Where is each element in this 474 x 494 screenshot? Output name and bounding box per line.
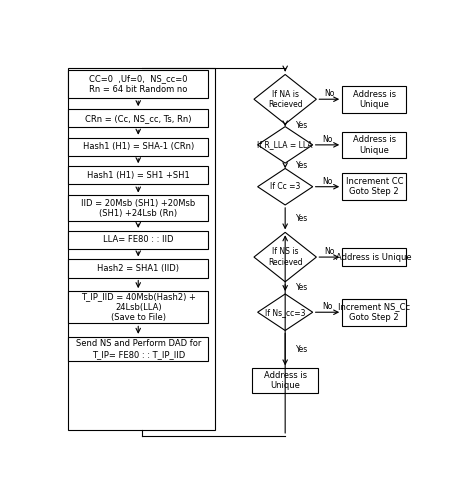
Polygon shape [258,168,313,205]
Text: Send NS and Perform DAD for
T_IP= FE80 : : T_IP_IID: Send NS and Perform DAD for T_IP= FE80 :… [75,339,201,359]
Text: CRn = (Cc, NS_cc, Ts, Rn): CRn = (Cc, NS_cc, Ts, Rn) [85,114,191,123]
Text: If NS is
Recieved: If NS is Recieved [268,247,302,267]
FancyBboxPatch shape [68,68,215,430]
FancyBboxPatch shape [342,86,406,113]
Text: If Cc =3: If Cc =3 [270,182,301,191]
Polygon shape [258,126,313,163]
Text: Yes: Yes [296,345,309,354]
FancyBboxPatch shape [68,138,208,156]
Text: Hash1 (H1) = SHA-1 (CRn): Hash1 (H1) = SHA-1 (CRn) [82,142,194,151]
FancyBboxPatch shape [68,109,208,127]
Text: Yes: Yes [296,121,309,130]
Text: Address is
Unique: Address is Unique [353,89,396,109]
Text: If Ns_cc=3: If Ns_cc=3 [265,308,305,317]
Polygon shape [254,232,316,282]
Text: Address is Unique: Address is Unique [337,252,412,262]
Polygon shape [254,75,316,124]
FancyBboxPatch shape [342,131,406,158]
FancyBboxPatch shape [68,231,208,249]
Text: T_IP_IID = 40Msb(Hash2) +
24Lsb(LLA)
(Save to File): T_IP_IID = 40Msb(Hash2) + 24Lsb(LLA) (Sa… [81,292,196,322]
FancyBboxPatch shape [68,291,208,324]
Text: Increment NS_Cc
Goto Step 2: Increment NS_Cc Goto Step 2 [338,302,410,322]
FancyBboxPatch shape [342,173,406,200]
Text: Yes: Yes [296,284,309,292]
FancyBboxPatch shape [68,337,208,362]
FancyBboxPatch shape [342,299,406,326]
Text: Hash2 = SHA1 (IID): Hash2 = SHA1 (IID) [97,264,179,273]
Polygon shape [258,294,313,330]
Text: Address is
Unique: Address is Unique [264,371,307,390]
Text: Yes: Yes [296,161,309,170]
Text: Increment CC
Goto Step 2: Increment CC Goto Step 2 [346,177,403,197]
FancyBboxPatch shape [68,259,208,278]
Text: No: No [322,302,333,311]
FancyBboxPatch shape [68,166,208,184]
Text: No: No [324,89,335,98]
Text: CC=0  ,Uf=0,  NS_cc=0
Rn = 64 bit Random no: CC=0 ,Uf=0, NS_cc=0 Rn = 64 bit Random n… [89,74,188,94]
FancyBboxPatch shape [68,196,208,221]
Text: Yes: Yes [296,214,309,223]
Text: No: No [324,247,335,256]
Text: If R_LLA = LLA: If R_LLA = LLA [257,140,313,149]
Text: If NA is
Recieved: If NA is Recieved [268,89,302,109]
FancyBboxPatch shape [252,369,318,393]
Text: LLA= FE80 : : IID: LLA= FE80 : : IID [103,236,173,245]
FancyBboxPatch shape [68,70,208,98]
Text: No: No [322,176,333,186]
FancyBboxPatch shape [342,248,406,266]
Text: IID = 20Msb (SH1) +20Msb
(SH1) +24Lsb (Rn): IID = 20Msb (SH1) +20Msb (SH1) +24Lsb (R… [81,199,195,218]
Text: No: No [322,135,333,144]
Text: Hash1 (H1) = SH1 +SH1: Hash1 (H1) = SH1 +SH1 [87,171,190,180]
Text: Address is
Unique: Address is Unique [353,135,396,155]
